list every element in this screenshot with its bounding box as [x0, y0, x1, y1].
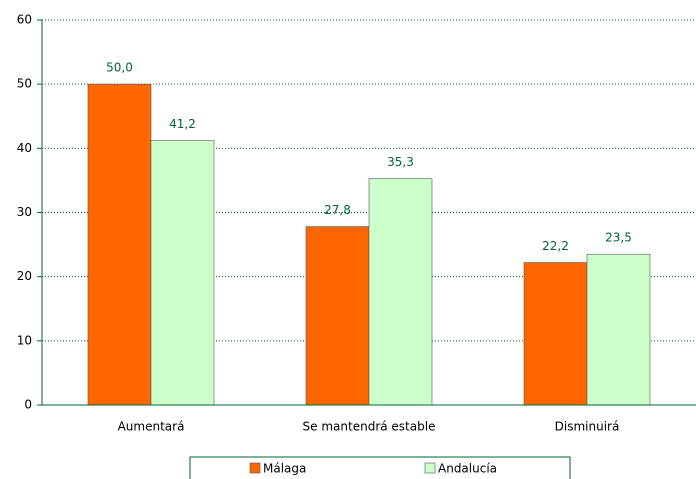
data-label: 27,8 [324, 203, 351, 217]
bar [586, 253, 651, 406]
legend-swatch [424, 462, 436, 474]
y-tick-label: 0 [24, 398, 32, 412]
y-tick-label: 10 [17, 333, 32, 347]
legend-label: Málaga [263, 462, 306, 476]
data-label: 41,2 [169, 117, 196, 131]
bar [150, 140, 215, 406]
y-tick-label: 20 [17, 269, 32, 283]
y-tick-label: 30 [17, 205, 32, 219]
legend-box [189, 456, 571, 479]
bar [305, 226, 370, 406]
data-label: 22,2 [542, 239, 569, 253]
y-tick-label: 50 [17, 77, 32, 91]
data-label: 23,5 [605, 231, 632, 245]
x-tick-label: Disminuirá [555, 420, 620, 434]
bar [368, 178, 433, 406]
y-tick-label: 40 [17, 141, 32, 155]
x-tick-label: Se mantendrá estable [303, 420, 436, 434]
x-tick-label: Aumentará [118, 420, 185, 434]
legend-swatch [249, 462, 261, 474]
legend-label: Andalucía [438, 462, 497, 476]
data-label: 35,3 [387, 155, 414, 169]
data-label: 50,0 [106, 61, 133, 75]
bar [523, 262, 588, 406]
bar [87, 83, 152, 406]
y-tick-label: 60 [17, 13, 32, 27]
